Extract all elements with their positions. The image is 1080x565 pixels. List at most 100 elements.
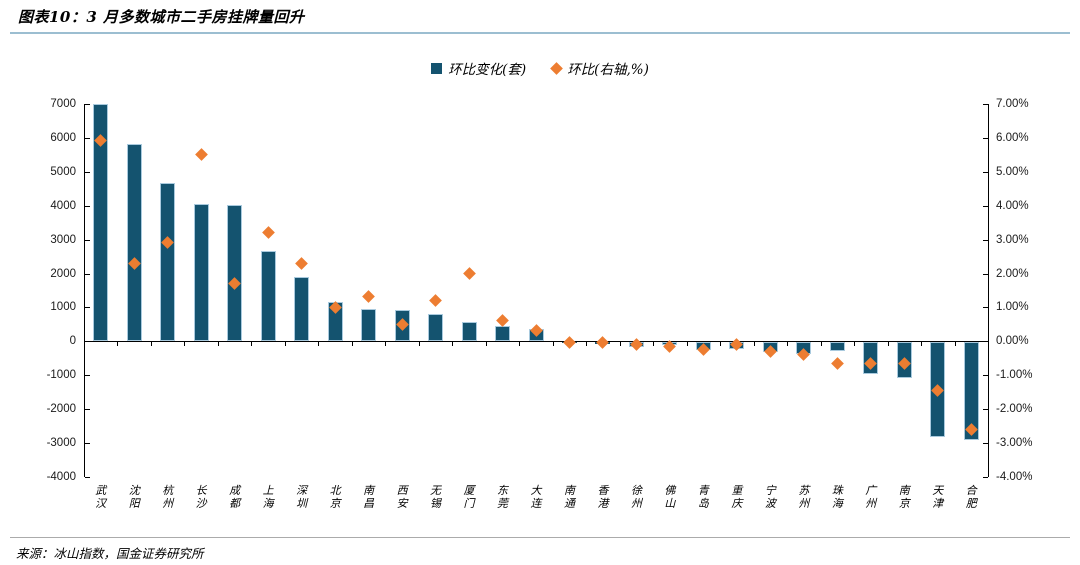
- x-axis-category-label: 西 安: [396, 484, 408, 510]
- left-axis-tick-label: -4000: [46, 471, 76, 483]
- x-axis-tick: [988, 342, 989, 346]
- bar-深圳: [294, 277, 310, 341]
- left-axis-tick-label: 4000: [50, 199, 76, 212]
- pct-diamond-无锡: [429, 293, 442, 307]
- x-axis-category-label: 天 津: [932, 484, 944, 510]
- right-axis-tick-label: -1.00%: [996, 369, 1033, 382]
- chart-legend: 环比变化(套) 环比(右轴,%): [0, 58, 1080, 78]
- pct-diamond-香港: [596, 336, 610, 350]
- x-axis-tick: [485, 342, 487, 346]
- x-axis-category-label: 青 岛: [697, 484, 709, 510]
- x-axis-tick: [820, 342, 822, 346]
- right-axis-tick-label: -4.00%: [996, 471, 1033, 483]
- x-axis-tick: [318, 342, 320, 346]
- x-axis-tick: [84, 342, 85, 346]
- x-axis-tick: [519, 342, 521, 346]
- bar-东莞: [495, 326, 511, 341]
- right-axis-tick: [983, 307, 988, 309]
- legend-item-bar-series: 环比变化(套): [431, 58, 526, 78]
- x-axis-category-label: 合 肥: [965, 484, 977, 510]
- source-note: 来源：冰山指数，国金证券研究所: [16, 546, 204, 561]
- x-axis-category-label: 武 汉: [95, 484, 107, 510]
- x-axis-category-label: 重 庆: [731, 484, 743, 510]
- left-axis-tick-label: 0: [69, 335, 76, 348]
- x-axis-category-label: 上 海: [262, 484, 274, 510]
- x-axis-category-label: 南 通: [563, 484, 575, 510]
- x-axis-category-label: 南 昌: [363, 484, 375, 510]
- x-axis-tick: [418, 342, 420, 346]
- x-axis-tick: [720, 342, 722, 346]
- diamond-series-swatch-icon: [550, 61, 564, 75]
- pct-diamond-珠海: [830, 356, 844, 370]
- right-axis-line: [988, 104, 989, 477]
- right-axis-tick: [983, 443, 988, 445]
- x-axis-category-label: 宁 波: [764, 484, 776, 510]
- left-axis-tick-label: 2000: [50, 267, 76, 280]
- x-axis-category-label: 成 都: [229, 484, 241, 510]
- left-axis-tick-label: 7000: [50, 98, 76, 110]
- bar-南昌: [361, 309, 377, 341]
- x-axis-tick: [385, 342, 387, 346]
- left-axis-tick: [85, 239, 90, 241]
- x-axis-tick: [351, 342, 353, 346]
- x-axis-tick: [619, 342, 621, 346]
- left-axis-tick-label: 3000: [50, 233, 76, 246]
- x-axis-category-label: 南 京: [898, 484, 910, 510]
- legend-item-scatter-series: 环比(右轴,%): [550, 58, 649, 78]
- x-axis-tick: [854, 342, 856, 346]
- x-axis-category-label: 杭 州: [162, 484, 174, 510]
- x-axis-tick: [653, 342, 655, 346]
- bar-无锡: [428, 314, 444, 341]
- x-axis-tick: [251, 342, 253, 346]
- right-axis-tick-label: 4.00%: [996, 199, 1029, 212]
- left-axis-tick-label: 5000: [50, 165, 76, 178]
- x-axis-category-label: 厦 门: [463, 484, 475, 510]
- x-axis-tick: [586, 342, 588, 346]
- left-axis-tick-label: 6000: [50, 131, 76, 144]
- left-axis-line: [84, 104, 85, 477]
- bar-杭州: [160, 183, 176, 341]
- left-axis-tick: [85, 273, 90, 275]
- right-axis-tick: [983, 477, 988, 478]
- zero-line: [84, 341, 988, 342]
- bar-series-swatch-icon: [431, 62, 443, 74]
- chart-title: 图表10：3 月多数城市二手房挂牌量回升: [18, 8, 305, 26]
- left-axis-tick-label: -2000: [46, 403, 76, 416]
- bar-上海: [260, 251, 276, 341]
- left-axis-tick-label: -1000: [46, 369, 76, 382]
- bar-厦门: [461, 322, 477, 341]
- x-axis-category-label: 深 圳: [296, 484, 308, 510]
- x-axis-tick: [217, 342, 219, 346]
- x-axis-category-label: 珠 海: [831, 484, 843, 510]
- left-axis-tick-label: 1000: [50, 301, 76, 314]
- x-axis-tick: [452, 342, 454, 346]
- x-axis-category-label: 沈 阳: [128, 484, 140, 510]
- right-axis-tick: [983, 239, 988, 241]
- right-axis-tick: [983, 104, 988, 105]
- bar-成都: [227, 205, 243, 341]
- x-axis-tick: [552, 342, 554, 346]
- right-axis-tick-label: 0.00%: [996, 335, 1029, 348]
- right-axis-tick-label: 1.00%: [996, 301, 1029, 314]
- left-axis-tick: [85, 104, 90, 105]
- pct-diamond-徐州: [630, 338, 643, 351]
- x-axis-tick: [150, 342, 152, 346]
- x-axis-tick: [184, 342, 186, 346]
- x-axis-category-label: 北 京: [329, 484, 341, 510]
- bar-合肥: [963, 342, 979, 440]
- left-axis-tick-label: -3000: [46, 437, 76, 450]
- right-axis-tick-label: -3.00%: [996, 437, 1033, 450]
- x-axis-tick: [117, 342, 119, 346]
- x-axis-tick: [787, 342, 789, 346]
- right-axis-tick-label: 6.00%: [996, 131, 1029, 144]
- right-axis-tick: [983, 205, 988, 207]
- left-axis-tick: [85, 341, 90, 343]
- right-axis-tick: [983, 273, 988, 275]
- left-axis-tick: [85, 409, 90, 411]
- pct-diamond-南通: [563, 336, 576, 350]
- left-axis-tick: [85, 443, 90, 445]
- x-axis-category-label: 东 莞: [497, 484, 508, 510]
- left-axis-tick: [85, 307, 90, 309]
- x-axis-category-label: 苏 州: [798, 484, 810, 510]
